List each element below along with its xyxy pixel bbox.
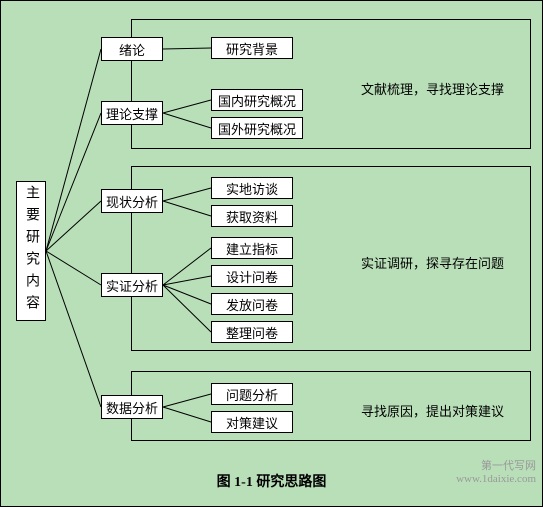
watermark: 第一代写网 www.1daixie.com	[456, 460, 536, 486]
node-label: 数据分析	[106, 398, 158, 417]
node-label: 绪论	[119, 40, 145, 59]
leaf-node: 研究背景	[211, 37, 293, 59]
section-note: 寻找原因，提出对策建议	[361, 401, 504, 420]
leaf-node: 发放问卷	[211, 293, 293, 315]
watermark-line2: www.1daixie.com	[456, 473, 536, 485]
leaf-node: 问题分析	[211, 383, 293, 405]
leaf-label: 实地访谈	[226, 179, 278, 198]
diagram-canvas: 主要研究内容 绪论 理论支撑 现状分析 实证分析 数据分析 研究背景 国内研究概…	[0, 0, 543, 507]
leaf-label: 获取资料	[226, 207, 278, 226]
leaf-node: 整理问卷	[211, 321, 293, 343]
leaf-node: 国外研究概况	[211, 117, 303, 139]
leaf-label: 发放问卷	[226, 295, 278, 314]
leaf-label: 建立指标	[226, 239, 278, 258]
node-theory: 理论支撑	[101, 101, 163, 125]
section-note: 文献梳理，寻找理论支撑	[361, 79, 504, 98]
node-empirical: 实证分析	[101, 273, 163, 297]
node-label: 现状分析	[106, 192, 158, 211]
leaf-node: 国内研究概况	[211, 89, 303, 111]
section-note: 实证调研，探寻存在问题	[361, 253, 504, 272]
node-data: 数据分析	[101, 395, 163, 419]
leaf-node: 设计问卷	[211, 265, 293, 287]
leaf-label: 国内研究概况	[218, 91, 296, 110]
leaf-label: 国外研究概况	[218, 119, 296, 138]
watermark-line1: 第一代写网	[481, 460, 536, 472]
root-node: 主要研究内容	[16, 181, 46, 321]
leaf-node: 获取资料	[211, 205, 293, 227]
node-label: 理论支撑	[106, 104, 158, 123]
leaf-label: 对策建议	[226, 413, 278, 432]
node-status: 现状分析	[101, 189, 163, 213]
leaf-node: 建立指标	[211, 237, 293, 259]
leaf-node: 对策建议	[211, 411, 293, 433]
node-intro: 绪论	[101, 37, 163, 61]
leaf-label: 研究背景	[226, 39, 278, 58]
leaf-label: 整理问卷	[226, 323, 278, 342]
leaf-label: 问题分析	[226, 385, 278, 404]
leaf-label: 设计问卷	[226, 267, 278, 286]
leaf-node: 实地访谈	[211, 177, 293, 199]
node-label: 实证分析	[106, 276, 158, 295]
root-label: 主要研究内容	[21, 185, 41, 317]
